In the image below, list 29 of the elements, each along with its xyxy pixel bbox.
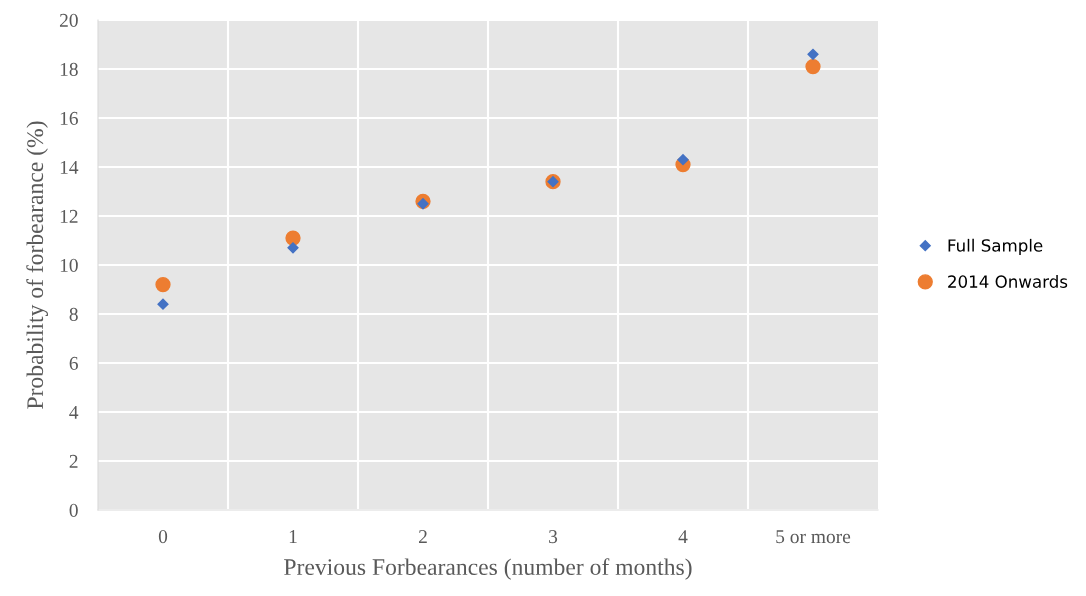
y-tick-label: 6 bbox=[69, 356, 78, 370]
y-tick-label: 14 bbox=[60, 160, 79, 174]
y-axis-title: Probability of forbearance (%) bbox=[26, 121, 48, 409]
y-tick-label: 12 bbox=[60, 209, 78, 223]
point bbox=[287, 242, 299, 254]
point bbox=[805, 58, 821, 75]
y-tick-label: 2 bbox=[69, 454, 78, 468]
y-tick-label: 18 bbox=[60, 62, 78, 76]
point bbox=[677, 154, 689, 166]
x-tick-label: 3 bbox=[549, 530, 558, 544]
point bbox=[155, 276, 171, 293]
y-tick-label: 0 bbox=[69, 503, 78, 517]
x-tick-label: 5 or more bbox=[776, 530, 851, 544]
point bbox=[285, 230, 301, 246]
point bbox=[157, 298, 169, 310]
y-tick-label: 16 bbox=[60, 111, 78, 125]
y-tick-label: 20 bbox=[59, 13, 78, 27]
x-tick-label: 0 bbox=[158, 530, 168, 544]
x-axis-title: Previous Forbearances (number of months) bbox=[284, 558, 692, 580]
legend-label: Full Sample bbox=[948, 238, 1043, 255]
x-tick-label: 1 bbox=[289, 530, 297, 543]
y-tick-label: 4 bbox=[69, 405, 79, 419]
x-tick-label: 2 bbox=[418, 530, 427, 543]
y-tick-label: 10 bbox=[60, 258, 78, 272]
y-tick-label: 8 bbox=[69, 307, 78, 321]
legend-label: 2014 Onwards bbox=[948, 275, 1068, 288]
point bbox=[807, 48, 819, 60]
point bbox=[417, 198, 429, 210]
x-tick-label: 4 bbox=[678, 530, 688, 543]
